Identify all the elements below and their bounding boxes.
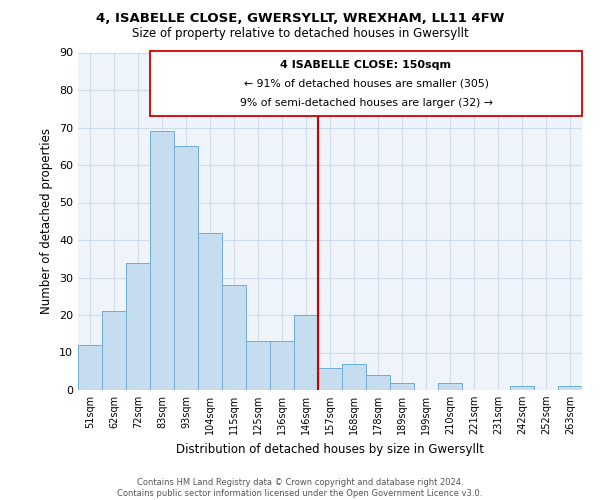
- Bar: [246, 341, 270, 390]
- Bar: [438, 382, 462, 390]
- FancyBboxPatch shape: [150, 50, 582, 116]
- Bar: [102, 311, 126, 390]
- Bar: [558, 386, 582, 390]
- Y-axis label: Number of detached properties: Number of detached properties: [40, 128, 53, 314]
- Bar: [294, 315, 318, 390]
- Bar: [318, 368, 342, 390]
- Text: Size of property relative to detached houses in Gwersyllt: Size of property relative to detached ho…: [131, 28, 469, 40]
- Bar: [126, 262, 150, 390]
- Bar: [390, 382, 414, 390]
- Text: 4 ISABELLE CLOSE: 150sqm: 4 ISABELLE CLOSE: 150sqm: [281, 60, 452, 70]
- Bar: [198, 232, 222, 390]
- Text: ← 91% of detached houses are smaller (305): ← 91% of detached houses are smaller (30…: [244, 78, 488, 89]
- Bar: [174, 146, 198, 390]
- Bar: [510, 386, 534, 390]
- Text: Contains HM Land Registry data © Crown copyright and database right 2024.
Contai: Contains HM Land Registry data © Crown c…: [118, 478, 482, 498]
- Bar: [342, 364, 366, 390]
- Bar: [150, 131, 174, 390]
- Bar: [366, 375, 390, 390]
- Text: 9% of semi-detached houses are larger (32) →: 9% of semi-detached houses are larger (3…: [239, 98, 493, 108]
- Bar: [222, 285, 246, 390]
- Text: 4, ISABELLE CLOSE, GWERSYLLT, WREXHAM, LL11 4FW: 4, ISABELLE CLOSE, GWERSYLLT, WREXHAM, L…: [96, 12, 504, 26]
- Bar: [270, 341, 294, 390]
- X-axis label: Distribution of detached houses by size in Gwersyllt: Distribution of detached houses by size …: [176, 442, 484, 456]
- Bar: [78, 345, 102, 390]
